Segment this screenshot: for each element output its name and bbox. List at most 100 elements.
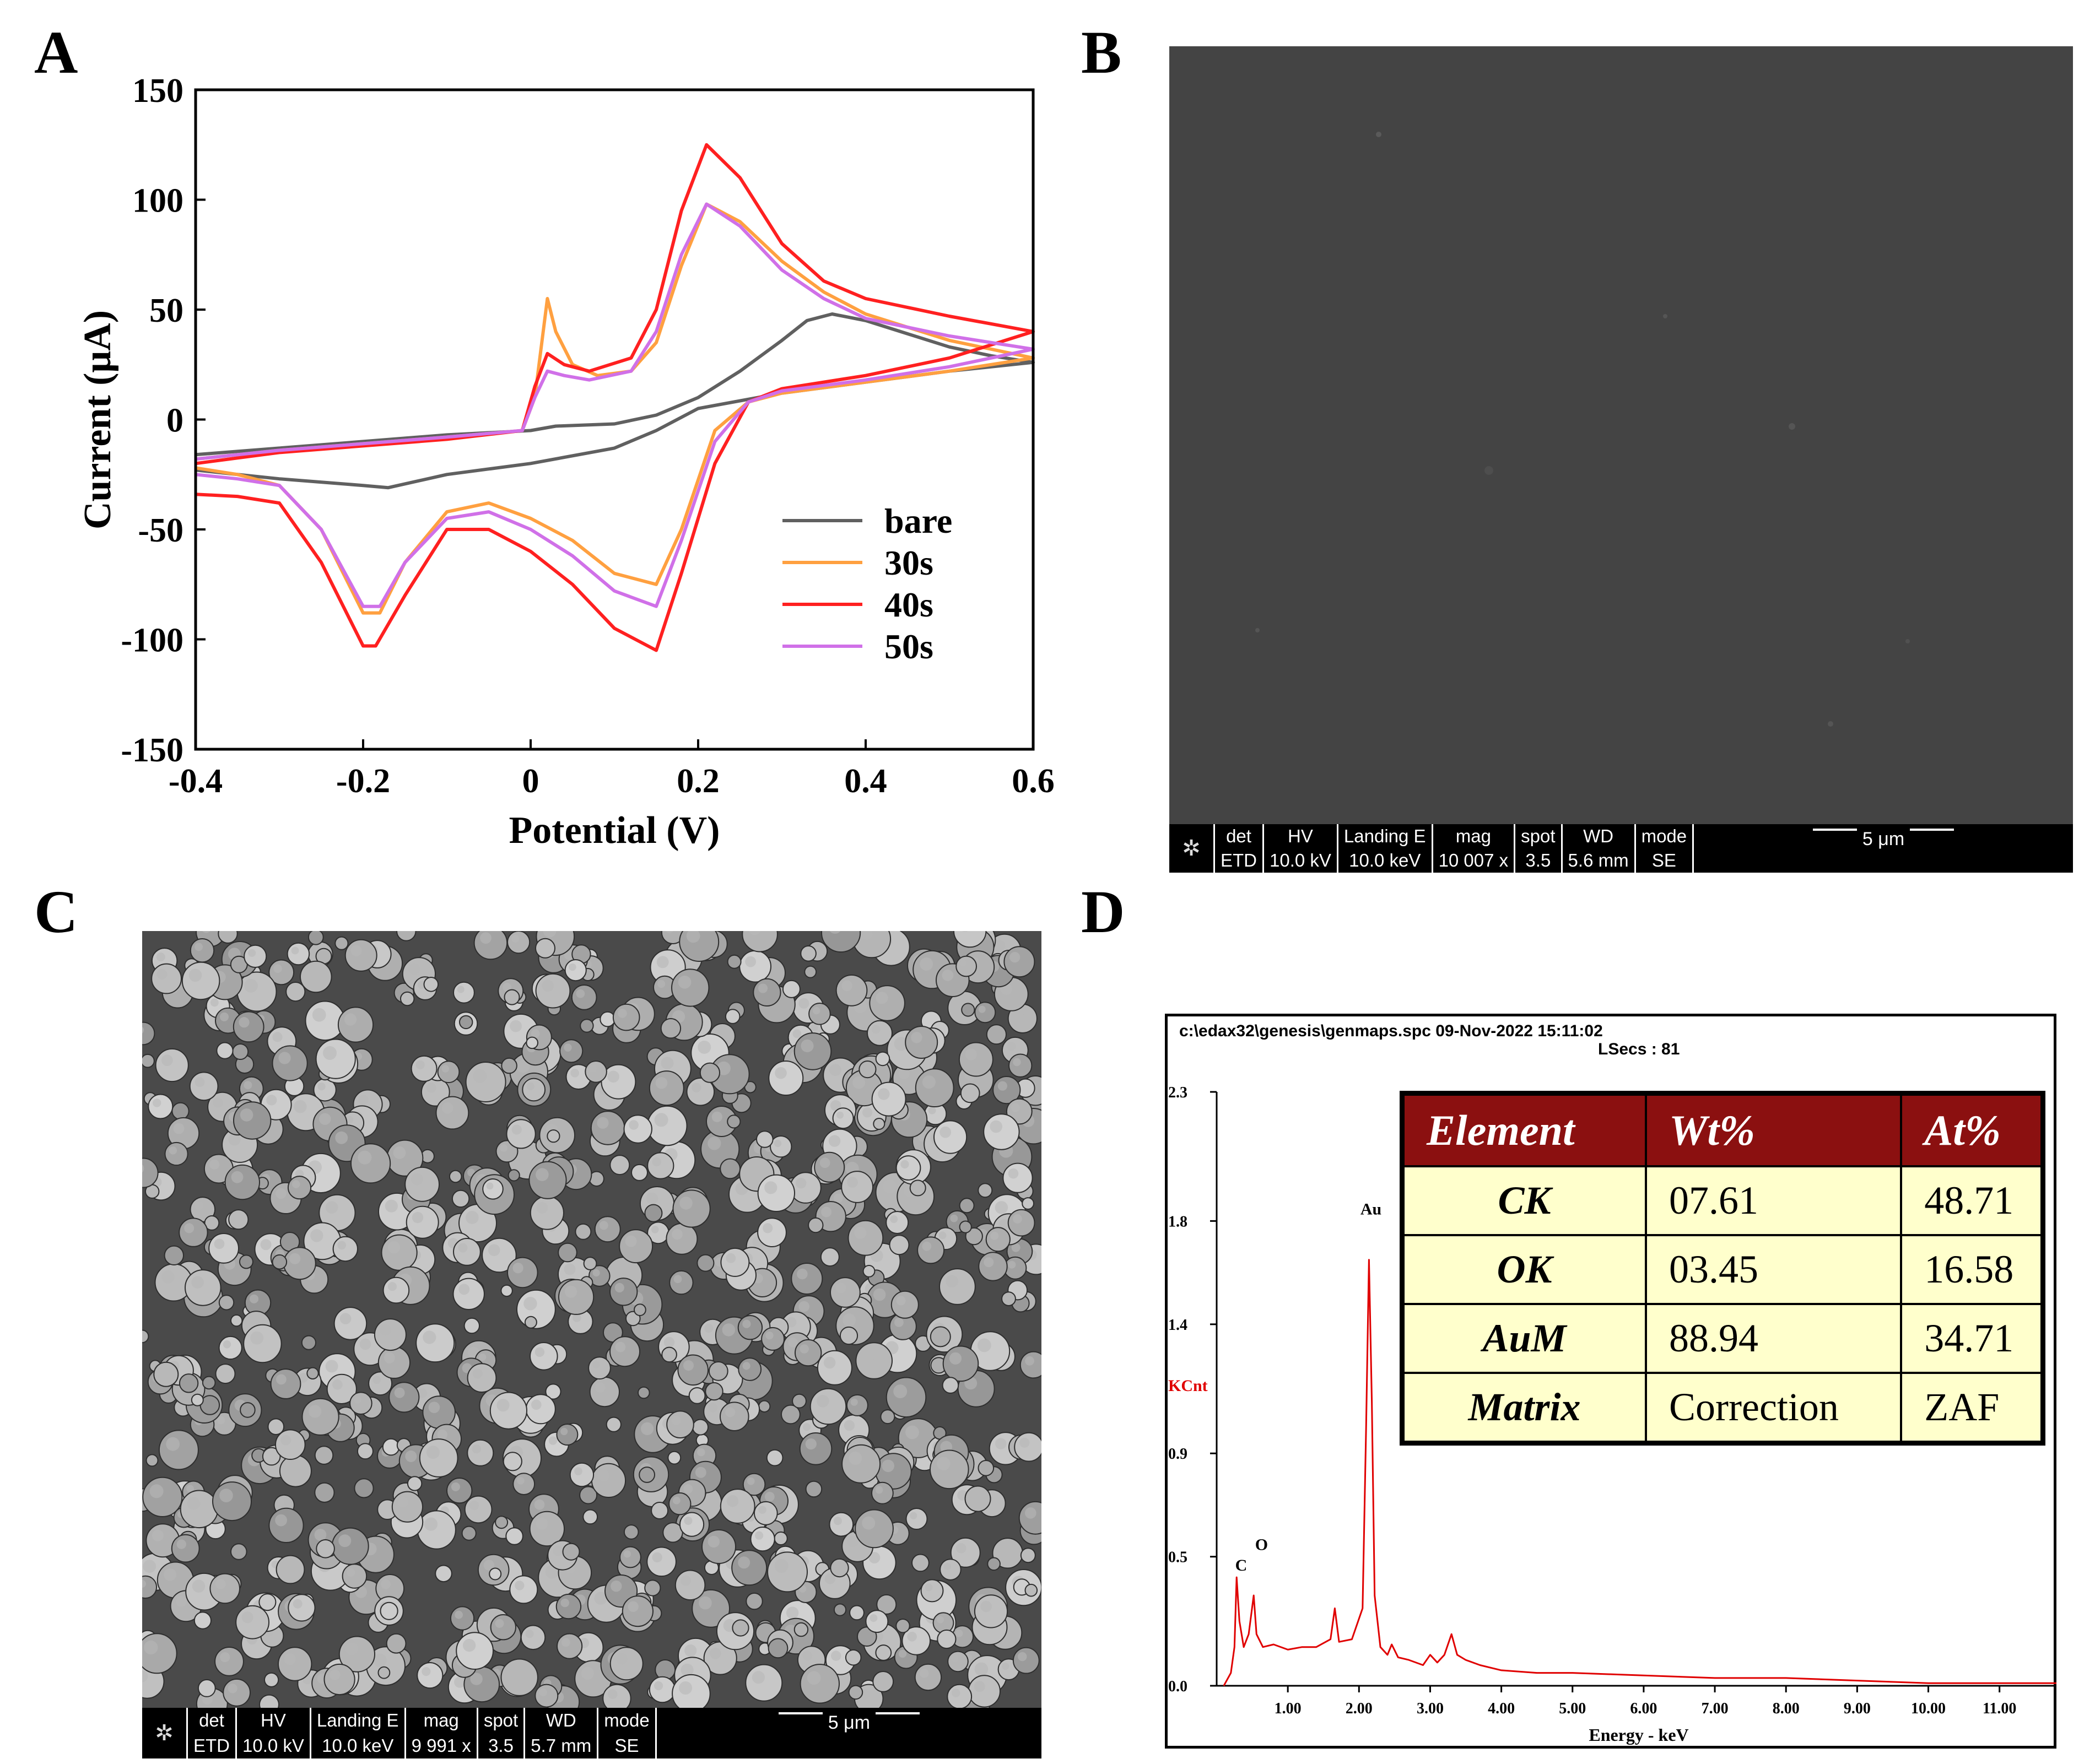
sem-particle bbox=[558, 1242, 577, 1263]
sem-particle bbox=[171, 1102, 190, 1120]
sem-particle bbox=[464, 1495, 493, 1524]
sem-particle bbox=[142, 1021, 155, 1046]
cv-y-tick-label: -100 bbox=[121, 622, 183, 659]
legend-label-30s: 30s bbox=[884, 543, 933, 582]
sem-particle bbox=[571, 984, 597, 1010]
sem-particle bbox=[185, 1269, 222, 1306]
sem-particle-highlight bbox=[843, 1313, 856, 1327]
sem-particle bbox=[623, 1524, 639, 1540]
sem-particle-highlight bbox=[166, 1437, 180, 1451]
sem-particle bbox=[482, 1178, 504, 1200]
sem-particle bbox=[579, 1486, 598, 1505]
table-header-row: Element Wt% At% bbox=[1402, 1094, 2043, 1167]
sem-particle bbox=[911, 1554, 930, 1572]
table-cell-wt: 03.45 bbox=[1645, 1234, 1903, 1305]
edx-chart: 2.3 1.8 1.4 0.9 0.5 0.0 1.00 2.00 3.00 4.00 5.00 6.… bbox=[1168, 1084, 2056, 1745]
sem-particle bbox=[1014, 1432, 1041, 1462]
sem-particle-highlight bbox=[678, 976, 692, 989]
sem-particle-highlight bbox=[995, 1201, 1008, 1214]
sem-particle-highlight bbox=[802, 1651, 813, 1661]
sem-particle bbox=[805, 1480, 823, 1498]
sem-particle-highlight bbox=[764, 1491, 775, 1502]
sem-particle bbox=[791, 1263, 823, 1295]
sem-particle-highlight bbox=[358, 1150, 372, 1165]
table-row: AuM 88.94 34.71 bbox=[1402, 1303, 2043, 1374]
sem-particle bbox=[530, 1195, 565, 1230]
cv-y-tick-label: 100 bbox=[132, 182, 183, 220]
sem-particle-highlight bbox=[314, 1529, 327, 1541]
sem-particle bbox=[382, 1276, 410, 1304]
sem-particle bbox=[848, 1685, 863, 1700]
sem-particle-highlight bbox=[939, 1126, 952, 1138]
sem-particle-highlight bbox=[184, 1223, 195, 1233]
sem-particle bbox=[288, 1594, 316, 1622]
sem-particle bbox=[158, 1430, 199, 1470]
sem-particle bbox=[415, 1323, 455, 1363]
sem-particle bbox=[872, 1671, 894, 1692]
sem-particle-highlight bbox=[990, 1120, 1002, 1133]
cv-series-40s bbox=[195, 143, 1035, 652]
sem-particle bbox=[354, 1478, 374, 1498]
sem-particle bbox=[758, 1400, 771, 1413]
sem-particle-highlight bbox=[607, 1070, 619, 1083]
sem-particle bbox=[768, 1060, 804, 1096]
sem-particle-highlight bbox=[156, 969, 168, 980]
sem-particle-highlight bbox=[711, 1111, 722, 1122]
sem-particle bbox=[880, 1409, 895, 1425]
sem-particle bbox=[720, 1402, 749, 1432]
sem-particle-highlight bbox=[564, 950, 574, 960]
sem-particle bbox=[490, 1614, 516, 1641]
sem-particle-highlight bbox=[755, 1531, 764, 1540]
sem-particle-highlight bbox=[661, 1057, 674, 1070]
sem-particle-highlight bbox=[186, 1485, 194, 1493]
sem-particle bbox=[585, 1060, 607, 1083]
sem-particle bbox=[846, 1394, 868, 1416]
sem-particle bbox=[1012, 1647, 1040, 1674]
sem-particle bbox=[557, 1633, 583, 1659]
sem-particle-highlight bbox=[738, 1556, 750, 1569]
sem-particle bbox=[208, 1233, 240, 1264]
sem-particle-highlight bbox=[465, 1211, 479, 1224]
sem-particle-field bbox=[142, 931, 1041, 1708]
sem-particle bbox=[332, 1236, 358, 1262]
sem-particle bbox=[727, 1114, 741, 1129]
sem-particle bbox=[179, 1218, 208, 1247]
sem-particle-highlight bbox=[219, 1489, 233, 1502]
sem-particle bbox=[230, 1543, 247, 1560]
sem-particle bbox=[591, 1463, 627, 1498]
sem-particle-highlight bbox=[325, 1201, 338, 1214]
sem-particle-highlight bbox=[143, 1560, 156, 1573]
sem-particle-highlight bbox=[656, 956, 669, 968]
sem-particle bbox=[953, 931, 987, 948]
sem-particle bbox=[942, 1377, 959, 1394]
edx-y-tick-label: 2.3 bbox=[1168, 1084, 1187, 1101]
sem-particle bbox=[808, 1003, 831, 1025]
sem-particle bbox=[600, 1011, 615, 1027]
sem-particle-highlight bbox=[1007, 1042, 1016, 1051]
sem-particle-highlight bbox=[325, 1360, 338, 1373]
edx-x-axis-label: Energy - keV bbox=[1589, 1725, 1688, 1745]
sem-particle-highlight bbox=[385, 1199, 398, 1213]
sem-particle bbox=[190, 938, 215, 963]
sem-particle bbox=[871, 1481, 894, 1505]
sem-particle-highlight bbox=[415, 1060, 425, 1069]
sem-particle bbox=[381, 1234, 418, 1271]
sem-particle-highlight bbox=[570, 1069, 579, 1078]
sem-particle bbox=[583, 1257, 597, 1270]
table-cell-at: 16.58 bbox=[1900, 1234, 2043, 1305]
sem-particle bbox=[377, 1346, 411, 1379]
sem-particle-highlight bbox=[862, 1349, 875, 1362]
sem-particle-highlight bbox=[952, 1689, 960, 1697]
sem-particle bbox=[612, 1003, 640, 1031]
sem-particle bbox=[283, 1247, 316, 1280]
sem-particle-highlight bbox=[592, 1361, 600, 1369]
cv-plot-frame bbox=[194, 88, 1035, 751]
sem-particle-highlight bbox=[511, 1124, 522, 1135]
sem-particle bbox=[459, 1015, 473, 1030]
sem-particle-highlight bbox=[470, 1673, 483, 1685]
sem-particle-highlight bbox=[841, 980, 852, 992]
sem-particle bbox=[835, 974, 868, 1007]
sem-particle bbox=[606, 1416, 622, 1432]
sem-particle-highlight bbox=[894, 1037, 908, 1051]
sem-particle-highlight bbox=[273, 964, 282, 973]
